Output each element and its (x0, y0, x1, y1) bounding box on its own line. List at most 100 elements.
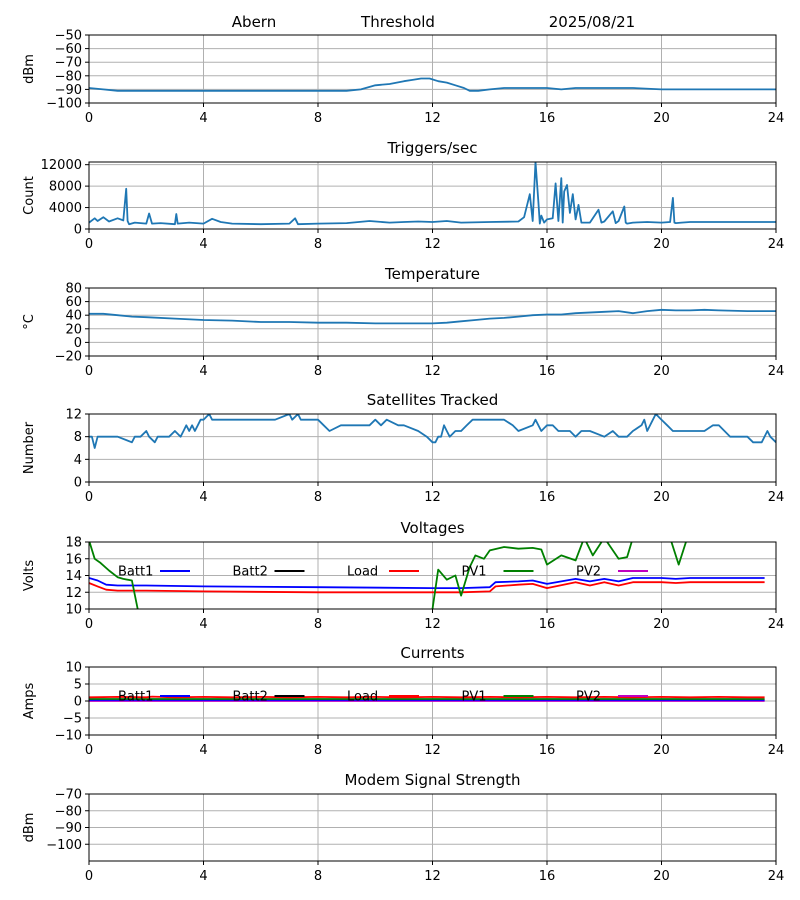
x-tick-label: 16 (539, 490, 556, 505)
series-load-line (89, 581, 765, 594)
legend-label: Load (347, 690, 378, 705)
x-tick-label: 24 (768, 743, 785, 758)
y-axis-label: dBm (22, 813, 37, 843)
series-batt1-line (89, 577, 765, 589)
y-tick-label: 8 (74, 430, 82, 445)
x-tick-label: 4 (199, 617, 207, 632)
series-satellites-line (89, 414, 776, 449)
x-tick-label: 20 (653, 869, 670, 884)
header-mode: Threshold (360, 13, 435, 31)
legend-label: PV1 (462, 565, 487, 580)
x-tick-label: 16 (539, 869, 556, 884)
header-station: Abern (232, 13, 276, 31)
x-tick-label: 8 (314, 617, 322, 632)
legend-label: Batt2 (233, 690, 268, 705)
x-tick-label: 20 (653, 364, 670, 379)
y-axis-label: Count (22, 176, 37, 215)
x-tick-label: 4 (199, 364, 207, 379)
y-tick-label: −80 (55, 69, 82, 84)
chart-title: Triggers/sec (387, 139, 478, 157)
y-tick-label: 12 (65, 408, 82, 423)
chart-title: Voltages (400, 519, 464, 537)
x-tick-label: 8 (314, 364, 322, 379)
header-date: 2025/08/21 (549, 13, 635, 31)
chart-title: Satellites Tracked (367, 391, 498, 409)
series-load-line (89, 695, 765, 699)
y-tick-label: 14 (65, 569, 82, 584)
x-tick-label: 12 (424, 364, 441, 379)
y-axis-label: dBm (22, 54, 37, 84)
y-tick-label: −70 (55, 56, 82, 71)
chart-modem: 0 4 8 12 16 20 24 −100 −90 −80−70 Modem Signal Str… (22, 771, 784, 884)
x-tick-label: 0 (85, 743, 93, 758)
x-tick-label: 12 (424, 617, 441, 632)
x-tick-label: 0 (85, 617, 93, 632)
series-triggers-line (89, 162, 776, 226)
y-tick-label: 0 (74, 476, 82, 491)
x-tick-label: 0 (85, 237, 93, 252)
x-tick-label: 24 (768, 490, 785, 505)
x-tick-label: 0 (85, 490, 93, 505)
plot-frame (88, 666, 777, 736)
y-tick-label: −90 (55, 83, 82, 98)
plot-frame (88, 161, 777, 230)
y-tick-label: −5 (63, 712, 82, 727)
x-tick-label: 12 (424, 237, 441, 252)
y-tick-label: −50 (55, 29, 82, 44)
x-tick-label: 0 (85, 364, 93, 379)
plot-frame (88, 413, 777, 483)
x-tick-label: 8 (314, 237, 322, 252)
y-tick-label: 80 (65, 282, 82, 297)
y-tick-label: 10 (65, 661, 82, 676)
y-tick-label: 0 (74, 223, 82, 238)
plot-frame (88, 287, 777, 357)
x-tick-label: 12 (424, 490, 441, 505)
x-tick-label: 4 (199, 237, 207, 252)
x-tick-label: 24 (768, 111, 785, 126)
x-tick-label: 4 (199, 743, 207, 758)
x-tick-label: 12 (424, 869, 441, 884)
chart-title: Modem Signal Strength (345, 771, 521, 789)
x-tick-label: 8 (314, 743, 322, 758)
y-tick-label: 60 (65, 295, 82, 310)
x-tick-label: 20 (653, 490, 670, 505)
y-axis-label: Number (22, 421, 37, 474)
plot-frame (88, 793, 777, 862)
series-pv1-line (431, 542, 687, 609)
legend-label: PV2 (576, 690, 601, 705)
x-tick-label: 4 (199, 490, 207, 505)
y-tick-label: 4 (74, 453, 82, 468)
chart-title: Currents (400, 644, 464, 662)
y-axis-label: °C (22, 314, 37, 330)
x-tick-label: 24 (768, 237, 785, 252)
x-tick-label: 16 (539, 111, 556, 126)
legend-label: Load (347, 565, 378, 580)
x-tick-label: 20 (653, 111, 670, 126)
y-axis-label: Volts (22, 560, 37, 592)
y-tick-label: 8000 (49, 180, 82, 195)
y-tick-label: −60 (55, 42, 82, 57)
chart-title: Temperature (384, 265, 480, 283)
legend-label: PV1 (462, 690, 487, 705)
y-tick-label: −70 (55, 788, 82, 803)
plot-frame (88, 34, 777, 104)
y-tick-label: −100 (46, 838, 82, 853)
series-signal-line (89, 77, 776, 92)
x-tick-label: 16 (539, 743, 556, 758)
x-tick-label: 24 (768, 617, 785, 632)
y-tick-label: 10 (65, 603, 82, 618)
y-tick-label: 0 (74, 695, 82, 710)
y-tick-label: −80 (55, 804, 82, 819)
x-tick-label: 12 (424, 111, 441, 126)
y-tick-label: −20 (55, 350, 82, 365)
x-tick-label: 16 (539, 617, 556, 632)
legend-label: Batt2 (233, 565, 268, 580)
chart-satellites: 0 4 8 12 16 20 24 0 4 8 12 Satellites Tracked Number (22, 391, 784, 505)
y-tick-label: 12 (65, 586, 82, 601)
y-tick-label: −100 (46, 97, 82, 112)
chart-signal: 0 4 8 12 16 20 24 −100−90−80−70−60−50 dBm (22, 29, 784, 127)
x-tick-label: 12 (424, 743, 441, 758)
x-tick-label: 16 (539, 237, 556, 252)
